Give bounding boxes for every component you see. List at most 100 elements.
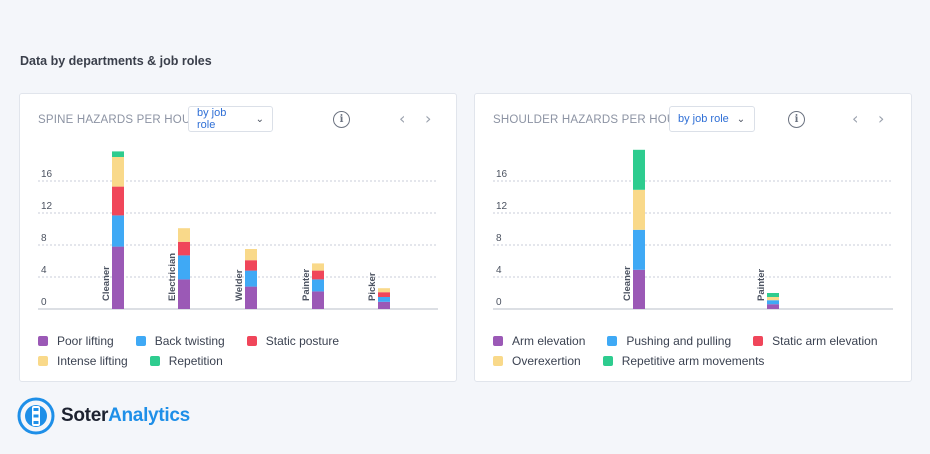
legend-item[interactable]: Poor lifting: [38, 334, 114, 348]
logo-text: SoterAnalytics: [61, 405, 190, 427]
x-category-label: Cleaner: [101, 266, 112, 301]
y-tick-label: 8: [496, 233, 502, 244]
bar-segment: [312, 263, 324, 271]
bar-segment: [633, 189, 645, 230]
legend-label: Back twisting: [154, 334, 225, 348]
x-category-label: Painter: [756, 268, 767, 301]
bar-segment: [767, 304, 779, 309]
chevron-right-icon[interactable]: ›: [878, 109, 885, 128]
y-tick-label: 16: [41, 169, 53, 180]
legend-swatch: [149, 356, 160, 366]
section-title: Data by departments & job roles: [20, 54, 212, 68]
legend-swatch: [38, 336, 48, 346]
chart-legend: Poor lifting Back twisting Static postur…: [38, 331, 448, 371]
legend-swatch: [135, 336, 146, 346]
legend-swatch: [607, 336, 618, 346]
bar-segment: [633, 269, 645, 309]
legend-item[interactable]: Intense lifting: [38, 354, 128, 368]
bar-segment: [178, 279, 190, 309]
legend-label: Arm elevation: [512, 334, 586, 348]
chevron-right-icon[interactable]: ›: [425, 109, 432, 128]
legend-item[interactable]: Pushing and pulling: [607, 334, 731, 348]
legend-swatch: [38, 356, 48, 366]
info-icon[interactable]: i: [788, 111, 805, 128]
legend-item[interactable]: Repetitive arm movements: [602, 354, 765, 368]
bar-segment: [112, 157, 124, 187]
logo-text-soter: Soter: [61, 405, 109, 426]
y-tick-label: 4: [496, 265, 502, 276]
y-tick-label: 16: [496, 169, 508, 180]
bar-segment: [767, 300, 779, 305]
card-title: SHOULDER HAZARDS PER HOUR: [493, 114, 684, 126]
legend-item[interactable]: Arm elevation: [493, 334, 585, 348]
bar-segment: [378, 288, 390, 293]
bar-segment: [245, 286, 257, 309]
info-icon[interactable]: i: [333, 111, 350, 128]
chevron-left-icon[interactable]: ‹: [852, 109, 859, 128]
bar-segment: [178, 228, 190, 242]
legend-item[interactable]: Static posture: [246, 334, 340, 348]
legend-label: Intense lifting: [57, 354, 128, 368]
x-category-label: Picker: [367, 272, 378, 301]
bar-segment: [112, 215, 124, 247]
bar-segment: [178, 255, 190, 280]
x-category-label: Painter: [301, 268, 312, 301]
chevron-down-icon: ⌄: [255, 113, 264, 125]
bar-segment: [312, 291, 324, 309]
bar-segment: [112, 186, 124, 216]
card-title: SPINE HAZARDS PER HOUR: [38, 114, 199, 126]
legend-label: Static arm elevation: [772, 334, 878, 348]
y-tick-label: 8: [41, 233, 47, 244]
bar-segment: [178, 241, 190, 256]
legend-label: Overexertion: [512, 354, 581, 368]
y-tick-label: 0: [41, 297, 47, 308]
legend-swatch: [753, 336, 764, 346]
legend-label: Poor lifting: [57, 334, 114, 348]
bar-segment: [312, 270, 324, 280]
x-category-label: Electrician: [167, 253, 178, 301]
bar-segment: [245, 260, 257, 271]
legend-label: Repetitive arm movements: [621, 354, 765, 368]
legend-label: Repetition: [168, 354, 223, 368]
shoulder-hazards-chart: 0 4 8 12 16 Cleaner Painter: [493, 149, 893, 310]
bar-segment: [378, 297, 390, 302]
x-category-label: Cleaner: [622, 266, 633, 301]
shoulder-hazards-card: SHOULDER HAZARDS PER HOUR by job role ⌄ …: [474, 93, 912, 382]
bar-segment: [112, 246, 124, 309]
legend-swatch: [493, 336, 503, 346]
logo-text-analytics: Analytics: [108, 405, 190, 426]
dropdown-label: by job role: [197, 107, 227, 131]
bar-segment: [245, 270, 257, 287]
dropdown-label: by job role: [678, 113, 729, 125]
x-category-label: Welder: [234, 269, 245, 301]
bar-segment: [378, 301, 390, 309]
spine-hazards-chart: 0 4 8 12 16 Cleaner Electrician Welder Painter Pi…: [38, 151, 438, 310]
legend-item[interactable]: Static arm elevation: [753, 334, 878, 348]
y-tick-label: 12: [496, 201, 508, 212]
chevron-left-icon[interactable]: ‹: [399, 109, 406, 128]
soter-logo-icon: [17, 397, 55, 435]
chevron-down-icon: ⌄: [736, 113, 746, 125]
bar-segment: [112, 151, 124, 157]
legend-swatch: [246, 336, 257, 346]
legend-item[interactable]: Back twisting: [135, 334, 225, 348]
legend-swatch: [602, 356, 613, 366]
chart-legend: Arm elevation Pushing and pulling Static…: [493, 331, 903, 371]
legend-swatch: [493, 356, 503, 366]
job-role-dropdown[interactable]: by job role ⌄: [188, 106, 273, 132]
legend-label: Static posture: [265, 334, 340, 348]
legend-label: Pushing and pulling: [626, 334, 732, 348]
legend-item[interactable]: Overexertion: [493, 354, 581, 368]
soter-analytics-logo: SoterAnalytics: [17, 396, 190, 436]
bar-segment: [767, 293, 779, 297]
bar-segment: [633, 229, 645, 270]
bar-segment: [378, 292, 390, 297]
bar-segment: [633, 149, 645, 190]
bar-segment: [767, 297, 779, 301]
bar-segment: [312, 279, 324, 292]
spine-hazards-card: SPINE HAZARDS PER HOUR by job role ⌄ i ‹…: [19, 93, 457, 382]
job-role-dropdown[interactable]: by job role ⌄: [669, 106, 755, 132]
y-tick-label: 12: [41, 201, 53, 212]
legend-item[interactable]: Repetition: [149, 354, 223, 368]
bar-segment: [245, 249, 257, 261]
